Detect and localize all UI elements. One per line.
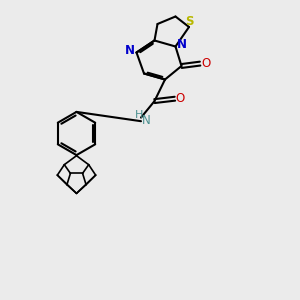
Text: O: O [201,56,210,70]
Text: N: N [142,113,151,127]
Text: O: O [176,92,185,105]
Text: N: N [125,44,135,58]
Text: S: S [185,15,193,28]
Text: N: N [177,38,187,52]
Text: H: H [135,110,144,120]
